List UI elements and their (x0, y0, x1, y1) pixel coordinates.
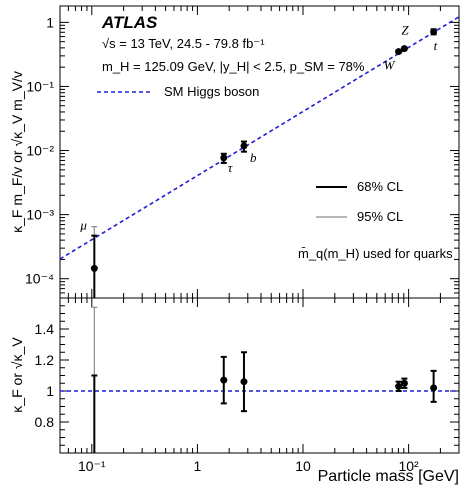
y-tick-label-bottom: 1.4 (35, 321, 55, 337)
y-tick-label-top: 10⁻² (26, 143, 54, 159)
annotation-mass: m_H = 125.09 GeV, |y_H| < 2.5, p_SM = 78… (102, 59, 365, 74)
particle-label: Z (401, 23, 409, 38)
data-point-bottom (395, 382, 403, 390)
data-point-bottom (400, 379, 408, 387)
y-axis-title-bottom: κ_F or √κ_V (9, 337, 25, 413)
data-point-top (395, 48, 403, 56)
data-point-top (90, 264, 98, 272)
y-tick-label-top: 1 (46, 14, 54, 30)
particle-label: τ (228, 160, 234, 175)
particle-label: t (434, 38, 438, 53)
particle-label: b (250, 150, 257, 165)
legend-95-label: 95% CL (357, 209, 403, 224)
x-tick-label: 10⁻¹ (78, 458, 106, 474)
particle-label: μ (79, 218, 87, 233)
annotation-energy: √s = 13 TeV, 24.5 - 79.8 fb⁻¹ (102, 36, 265, 51)
quark-note: m̄_q(m_H) used for quarks (298, 246, 453, 261)
x-tick-label: 1 (193, 458, 201, 474)
x-tick-label: 10 (295, 458, 311, 474)
data-point-bottom (220, 376, 228, 384)
data-point-bottom (240, 378, 248, 386)
x-tick-label: 10² (398, 458, 419, 474)
y-tick-label-top: 10⁻³ (26, 207, 54, 223)
sm-line-top (59, 16, 460, 260)
data-point-top (220, 154, 228, 162)
particle-label: W (384, 58, 396, 73)
x-axis-title: Particle mass [GeV] (318, 468, 459, 485)
chart-marks: 10⁻¹ 1 10 10² 10⁻⁴ 10⁻³ 10⁻² 10⁻¹ 1 0.8 1 1.2 1.4 μ τ b… (25, 6, 460, 474)
sm-legend-label: SM Higgs boson (164, 84, 259, 99)
y-tick-label-top: 10⁻¹ (26, 78, 54, 94)
data-point-top (240, 142, 248, 150)
legend-68-label: 68% CL (357, 179, 403, 194)
data-point-top (430, 28, 438, 36)
data-point-top (400, 45, 408, 53)
y-tick-label-bottom: 1.2 (35, 352, 55, 368)
y-axis-title-top: κ_F m_F/v or √κ_V m_V/v (9, 71, 25, 233)
atlas-label: ATLAS (101, 13, 158, 32)
data-point-bottom (430, 384, 438, 392)
y-tick-label-bottom: 0.8 (35, 414, 55, 430)
y-tick-label-top: 10⁻⁴ (25, 271, 54, 287)
y-tick-label-bottom: 1 (46, 383, 54, 399)
bottom-panel-frame (59, 297, 460, 454)
